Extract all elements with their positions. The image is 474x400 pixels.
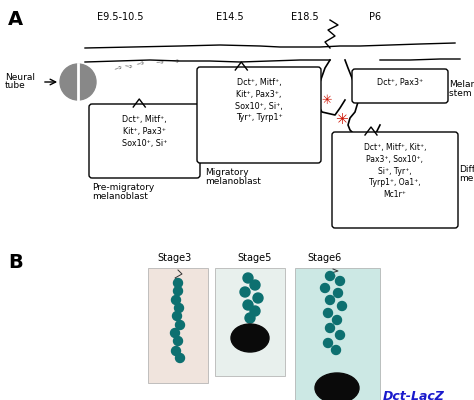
Circle shape — [243, 273, 253, 283]
Circle shape — [323, 308, 332, 318]
Text: melanoblast: melanoblast — [92, 192, 148, 201]
Text: Dct⁺, Mitf⁺,
Kit⁺, Pax3⁺,
Sox10⁺, Si⁺,
Tyr⁺, Tyrp1⁺: Dct⁺, Mitf⁺, Kit⁺, Pax3⁺, Sox10⁺, Si⁺, T… — [235, 78, 283, 122]
Circle shape — [331, 346, 340, 354]
Circle shape — [250, 306, 260, 316]
Circle shape — [337, 302, 346, 310]
Circle shape — [60, 64, 96, 100]
FancyBboxPatch shape — [332, 132, 458, 228]
Text: Dct-LacZ: Dct-LacZ — [383, 390, 445, 400]
Text: E14.5: E14.5 — [216, 12, 244, 22]
Text: Neural: Neural — [5, 73, 35, 82]
Text: Stage5: Stage5 — [238, 253, 272, 263]
Text: B: B — [8, 253, 23, 272]
Text: melanocyte: melanocyte — [459, 174, 474, 183]
Text: Differentiated: Differentiated — [459, 165, 474, 174]
Circle shape — [245, 313, 255, 323]
Text: Stage6: Stage6 — [308, 253, 342, 263]
Text: A: A — [8, 10, 23, 29]
Circle shape — [173, 286, 182, 296]
Text: P6: P6 — [369, 12, 381, 22]
Text: ✳: ✳ — [336, 112, 348, 128]
Circle shape — [173, 312, 182, 320]
Text: ~ↄ: ~ↄ — [135, 60, 145, 66]
Text: ~ↄ: ~ↄ — [123, 63, 133, 69]
FancyBboxPatch shape — [89, 104, 200, 178]
Text: ✳: ✳ — [322, 94, 332, 106]
Circle shape — [253, 293, 263, 303]
Circle shape — [173, 278, 182, 288]
Circle shape — [175, 320, 184, 330]
Text: Dct⁺, Mitf⁺,
Kit⁺, Pax3⁺
Sox10⁺, Si⁺: Dct⁺, Mitf⁺, Kit⁺, Pax3⁺ Sox10⁺, Si⁺ — [122, 115, 167, 148]
Circle shape — [175, 354, 184, 362]
Text: Melanocyte: Melanocyte — [449, 80, 474, 89]
Text: Stage3: Stage3 — [158, 253, 192, 263]
Text: Dct⁺, Pax3⁺: Dct⁺, Pax3⁺ — [377, 78, 423, 87]
Circle shape — [326, 272, 335, 280]
Text: ~ↄ: ~ↄ — [113, 64, 123, 72]
Circle shape — [320, 284, 329, 292]
Text: Pre-migratory: Pre-migratory — [92, 183, 154, 192]
Text: tube: tube — [5, 81, 26, 90]
Circle shape — [336, 276, 345, 286]
Ellipse shape — [231, 324, 269, 352]
Text: ~ↄ: ~ↄ — [171, 58, 180, 64]
Text: ~ↄ: ~ↄ — [155, 59, 164, 65]
Text: E9.5-10.5: E9.5-10.5 — [97, 12, 143, 22]
Circle shape — [173, 336, 182, 346]
Text: Migratory: Migratory — [205, 168, 249, 177]
Circle shape — [326, 324, 335, 332]
Circle shape — [172, 346, 181, 356]
Text: Dct⁺, Mitf⁺, Kit⁺,
Pax3⁺, Sox10⁺,
Si⁺, Tyr⁺,
Tyrp1⁺, Oa1⁺,
Mc1r⁺: Dct⁺, Mitf⁺, Kit⁺, Pax3⁺, Sox10⁺, Si⁺, T… — [364, 143, 426, 199]
Circle shape — [332, 316, 341, 324]
Circle shape — [323, 338, 332, 348]
Text: E18.5: E18.5 — [291, 12, 319, 22]
Text: melanoblast: melanoblast — [205, 177, 261, 186]
FancyBboxPatch shape — [215, 268, 285, 376]
FancyBboxPatch shape — [148, 268, 208, 383]
Ellipse shape — [315, 373, 359, 400]
Circle shape — [334, 288, 343, 298]
Circle shape — [326, 296, 335, 304]
Circle shape — [172, 296, 181, 304]
Circle shape — [243, 300, 253, 310]
Circle shape — [171, 328, 180, 338]
FancyBboxPatch shape — [197, 67, 321, 163]
Text: stem cell: stem cell — [449, 89, 474, 98]
FancyBboxPatch shape — [352, 69, 448, 103]
Circle shape — [336, 330, 345, 340]
Circle shape — [174, 304, 183, 312]
FancyBboxPatch shape — [295, 268, 380, 400]
Circle shape — [240, 287, 250, 297]
Circle shape — [250, 280, 260, 290]
